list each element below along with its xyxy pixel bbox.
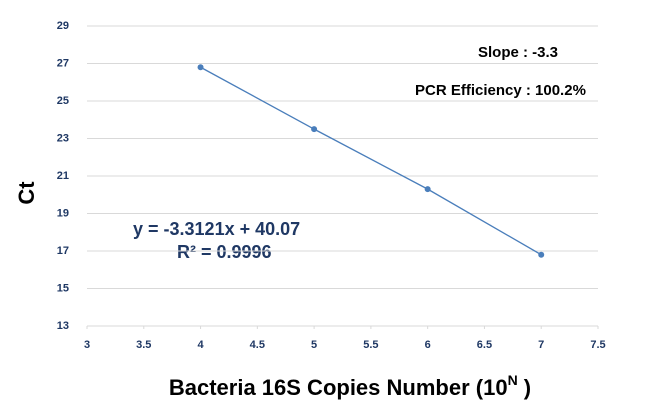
x-label-end: )	[518, 375, 531, 400]
y-tick-label: 17	[57, 245, 69, 257]
y-tick-label: 25	[57, 95, 69, 107]
point	[538, 251, 545, 258]
r-squared: R² = 0.9996	[177, 242, 272, 262]
y-tick-label: 27	[57, 57, 69, 69]
trend-line	[200, 66, 542, 256]
y-tick-label: 19	[57, 207, 69, 219]
point	[424, 186, 431, 193]
annotation: PCR Efficiency : 100.2%	[415, 82, 586, 99]
x-tick-label: 7.5	[590, 339, 605, 351]
y-axis-label: Ct	[14, 181, 39, 205]
x-tick-label: 5.5	[363, 339, 378, 351]
x-tick-label: 4	[197, 339, 204, 351]
x-label-text: Bacteria 16S Copies Number (10	[169, 375, 508, 400]
x-axis-label: Bacteria 16S Copies Number (10N )	[169, 372, 531, 400]
y-tick-label: 29	[57, 20, 69, 32]
point	[197, 64, 204, 71]
x-tick-label: 6	[425, 339, 431, 351]
x-tick-label: 3	[84, 339, 90, 351]
x-tick-label: 6.5	[477, 339, 492, 351]
x-tick-label: 3.5	[136, 339, 151, 351]
x-tick-label: 5	[311, 339, 317, 351]
y-tick-label: 15	[57, 282, 69, 294]
annotation: Slope : -3.3	[478, 44, 558, 61]
point	[311, 126, 318, 133]
x-label-superscript: N	[508, 372, 518, 388]
y-tick-label: 21	[57, 170, 69, 182]
x-tick-label: 7	[538, 339, 544, 351]
equation: y = -3.3121x + 40.07	[133, 219, 300, 239]
x-tick-label: 4.5	[250, 339, 265, 351]
y-tick-label: 13	[57, 320, 69, 332]
y-tick-label: 23	[57, 132, 69, 144]
